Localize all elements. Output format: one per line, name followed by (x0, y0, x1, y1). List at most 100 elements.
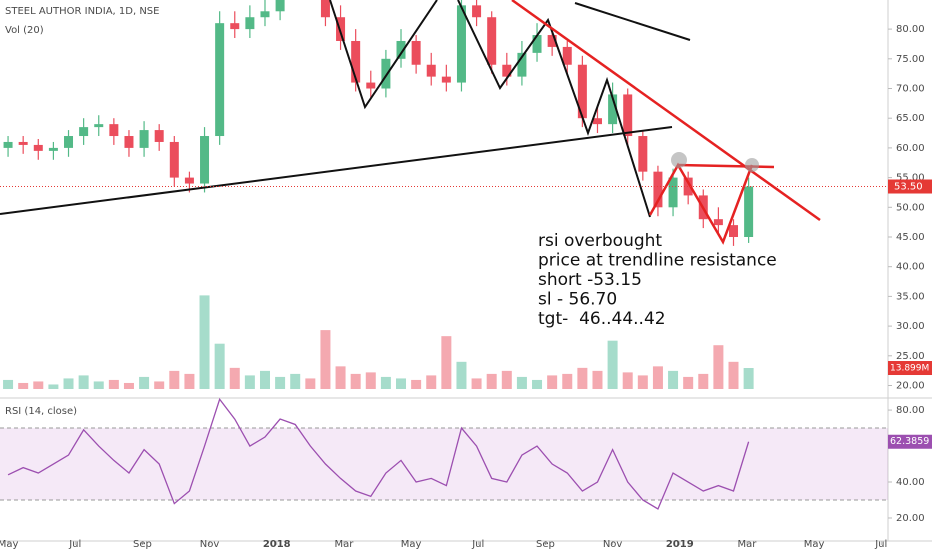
volume-bar (63, 378, 74, 389)
x-tick-label: 2018 (263, 539, 291, 550)
volume-bar (637, 375, 648, 389)
neckline (677, 163, 775, 169)
candle-body (608, 94, 618, 125)
volume-bar (3, 379, 14, 389)
candle-body (729, 225, 739, 237)
y-tick-label: 20.00 (896, 513, 925, 524)
volume-bar (380, 376, 391, 389)
candle-body (547, 35, 557, 47)
y-tick-label: 35.00 (896, 291, 925, 302)
volume-bar (290, 373, 301, 389)
y-tick-label: 45.00 (896, 232, 925, 243)
price-label-bg (888, 179, 932, 194)
candle-body (275, 0, 285, 12)
volume-bar (48, 384, 59, 389)
candle-body (426, 64, 436, 77)
volume-bar (532, 379, 543, 389)
candle-body (592, 118, 602, 125)
y-tick-label: 80.00 (896, 405, 925, 416)
trendline (0, 126, 673, 215)
candle-body (472, 5, 482, 18)
y-tick-label: 40.00 (896, 262, 925, 273)
volume-bar (93, 381, 104, 389)
volume-bar (365, 372, 376, 389)
candle-body (3, 141, 13, 148)
volume-bar (426, 375, 437, 389)
candle-body (638, 136, 648, 172)
volume-bar (184, 373, 195, 389)
volume-bar (607, 340, 618, 389)
volume-bar (108, 379, 119, 389)
candle-body (33, 144, 43, 151)
volume-bar (622, 372, 633, 389)
chart-title: STEEL AUTHOR INDIA, 1D, NSE (5, 6, 159, 17)
annotation: short -53.15 (538, 270, 642, 290)
volume-bar (562, 373, 573, 389)
candle-body (215, 23, 225, 137)
pattern-line (648, 162, 754, 245)
price-label: 53.50 (894, 182, 923, 193)
annotation: sl - 56.70 (538, 290, 617, 310)
candle-body (396, 40, 406, 59)
volume-bar (577, 367, 588, 389)
x-tick-label: Jul (471, 539, 484, 550)
volume-bar (486, 373, 497, 389)
x-tick-label: Mar (334, 539, 354, 550)
rsi-label: 62.3859 (890, 436, 929, 447)
volume-bar (441, 336, 452, 389)
candle-body (502, 64, 512, 77)
volume-bar (547, 375, 558, 389)
x-tick-label: 2019 (666, 539, 694, 550)
candle-body (48, 147, 58, 151)
candle-body (154, 130, 164, 142)
candle-body (744, 186, 754, 237)
volume-bar (350, 373, 361, 389)
y-tick-label: 55.00 (896, 173, 925, 184)
marker (745, 158, 759, 172)
y-tick-label: 50.00 (896, 202, 925, 213)
volume-bar (259, 370, 270, 389)
candle-body (562, 46, 572, 65)
candle-body (18, 141, 28, 145)
volume-bar (456, 361, 467, 389)
volume-bar (244, 375, 255, 389)
candle-body (320, 0, 330, 18)
pattern-line (457, 0, 651, 218)
candle-body (230, 23, 240, 30)
candle-body (260, 11, 270, 18)
candle-body (366, 82, 376, 89)
volume-bar (698, 373, 709, 389)
volume-bar (471, 378, 482, 389)
x-tick-label: May (401, 539, 422, 550)
candle-body (487, 17, 497, 65)
volume-label-bg (888, 361, 932, 376)
candle-body (713, 219, 723, 226)
x-tick-label: May (0, 539, 18, 550)
volume-bar (123, 382, 134, 389)
volume-label: 13.899M (890, 364, 929, 374)
volume-bar (396, 378, 407, 389)
x-tick-label: Jul (68, 539, 81, 550)
volume-bar (199, 295, 210, 389)
volume-bar (516, 376, 527, 389)
volume-bar (320, 330, 331, 389)
rsi-title: RSI (14, close) (5, 406, 77, 417)
volume-bar (683, 376, 694, 389)
volume-bar (668, 370, 679, 389)
volume-title: Vol (20) (5, 25, 44, 36)
candle-body (456, 5, 466, 83)
x-tick-label: Jul (874, 539, 887, 550)
candle-body (351, 40, 361, 83)
x-tick-label: Sep (133, 539, 152, 550)
candle-body (200, 136, 210, 184)
x-tick-label: Nov (200, 539, 220, 550)
candle-body (139, 130, 149, 148)
y-tick-label: 40.00 (896, 477, 925, 488)
volume-bar (78, 375, 89, 389)
candle-body (64, 136, 74, 148)
volume-bar (713, 345, 724, 389)
candle-body (94, 124, 104, 128)
candle-body (532, 35, 542, 53)
y-tick-label: 60.00 (896, 143, 925, 154)
pattern-line (329, 0, 438, 110)
